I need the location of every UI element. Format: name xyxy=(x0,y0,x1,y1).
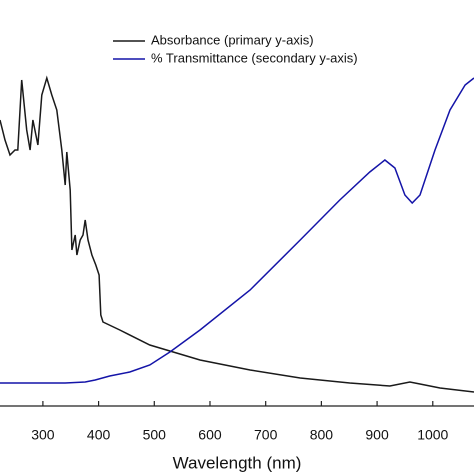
legend-label: Absorbance (primary y-axis) xyxy=(151,32,314,47)
x-axis-label: Wavelength (nm) xyxy=(173,453,302,472)
series-line xyxy=(0,77,474,384)
x-tick-label: 400 xyxy=(87,427,111,443)
x-tick-label: 600 xyxy=(198,427,222,443)
x-tick-label: 300 xyxy=(31,427,55,443)
x-tick-label: 700 xyxy=(254,427,278,443)
x-tick-label: 800 xyxy=(310,427,334,443)
x-tick-label: 1000 xyxy=(417,427,448,443)
legend-label: % Transmittance (secondary y-axis) xyxy=(151,50,358,65)
x-tick-label: 900 xyxy=(365,427,389,443)
x-tick-label: 500 xyxy=(143,427,167,443)
series-line xyxy=(0,75,474,393)
